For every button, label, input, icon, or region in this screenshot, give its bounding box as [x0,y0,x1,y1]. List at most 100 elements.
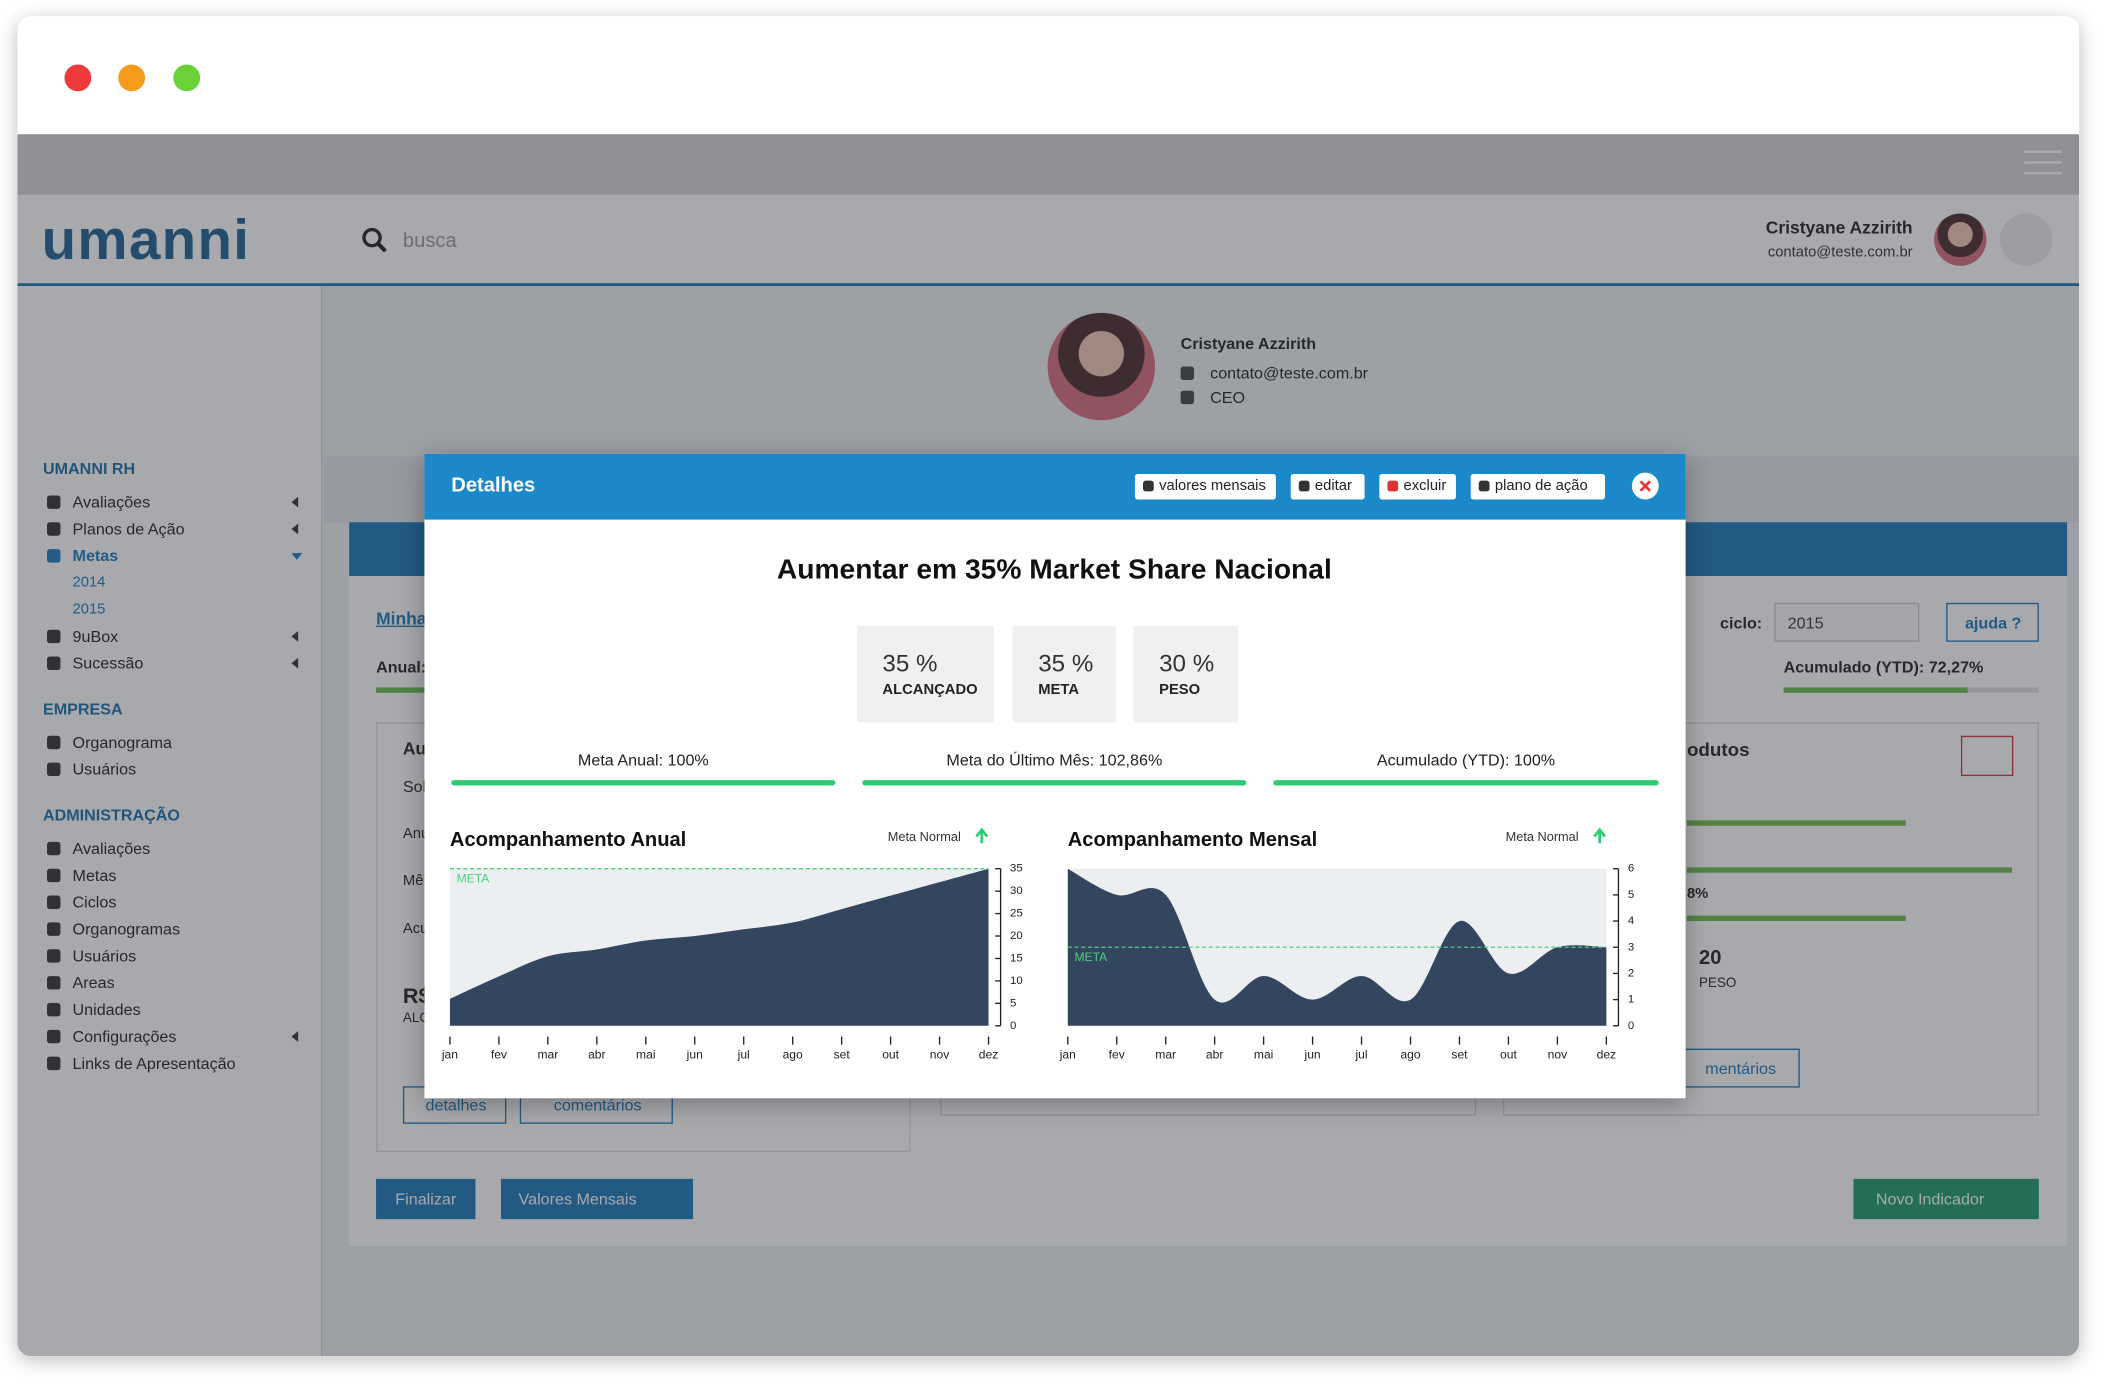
search-handle [375,241,387,253]
progress [1783,687,1968,693]
icon [47,762,61,777]
button-label: plano de ação [1494,477,1588,495]
profile-role: CEO [1210,388,1246,407]
top-bar [17,134,2080,195]
sidebar: UMANNI RH Avaliações Planos de Ação Metas 20… [17,285,323,1357]
nav-item[interactable]: Organograma [72,733,172,752]
menu-line[interactable] [2024,171,2062,175]
x-tick-label: out [882,1048,899,1062]
modal-action[interactable]: plano de ação [1470,473,1606,500]
action-button[interactable]: Valores Mensais [500,1178,694,1220]
menu-line[interactable] [2024,150,2062,154]
x-tick-label: set [1451,1048,1468,1062]
nav-item[interactable]: Organogramas [72,919,181,939]
button-label: mentários [1705,1059,1777,1079]
select-value: 2015 [1787,613,1824,633]
x-tick-label: mar [1155,1048,1176,1062]
x-tick-label: jan [441,1048,458,1062]
chart-title: Acompanhamento Mensal [1068,829,1317,851]
x-tick-label: mar [537,1048,558,1062]
modal-action[interactable]: valores mensais [1134,473,1276,500]
nav-item[interactable]: Unidades [72,1000,141,1020]
legend-label: Meta Normal [1506,829,1579,844]
card-value: 20 [1699,946,1722,970]
button-label: comentários [553,1095,642,1115]
nav-item[interactable]: Avaliações [72,839,151,858]
x-tick-label: nov [930,1048,949,1062]
nav-item[interactable]: Usuários [72,759,137,779]
y-tick-label: 10 [1010,975,1023,987]
nav-item[interactable]: Configurações [72,1027,177,1046]
icon [47,841,61,856]
nav-item[interactable]: Planos de Ação [72,519,185,539]
x-tick-label: jan [1059,1048,1076,1062]
action-button[interactable]: Finalizar [376,1178,476,1220]
icon [47,656,61,670]
x-tick-label: set [834,1048,851,1062]
y-tick-label: 0 [1010,1020,1016,1032]
chart: Acompanhamento Anual Meta Normal META 0 5 10 1… [441,827,1023,1062]
action-button[interactable]: Novo Indicador [1853,1178,2039,1220]
nav-item[interactable]: Links de Apresentação [72,1053,236,1073]
nav-item[interactable]: Sucessão [72,653,144,673]
nav-item[interactable]: Metas [72,546,119,566]
nav-item[interactable]: Ciclos [72,892,117,912]
stat-box: 30 % PESO [1133,625,1239,723]
y-tick-label: 2 [1628,967,1634,979]
nav-subitem[interactable]: 2015 [72,601,106,618]
tab-link[interactable]: Minha [376,608,427,629]
button-label: editar [1314,477,1352,495]
modal-action[interactable]: editar [1290,473,1365,500]
y-tick-label: 30 [1010,885,1023,897]
y-tick-label: 0 [1628,1020,1634,1032]
caret [291,523,299,535]
icon [1298,480,1310,492]
card-title: odutos [1686,738,1750,760]
user-avatar[interactable] [1934,213,1987,266]
section-title: ADMINISTRAÇÃO [42,805,180,825]
caret [291,1031,299,1042]
delete-button[interactable] [1960,735,2014,777]
modal-heading: Aumentar em 35% Market Share Nacional [776,554,1332,586]
x-tick-label: dez [1597,1048,1616,1062]
stat-box: 35 % ALCANÇADO [856,625,994,723]
y-tick-label: 20 [1010,930,1023,942]
nav-item[interactable]: Metas [72,866,117,885]
card-text: Acu [402,921,429,938]
search-input[interactable]: busca [402,229,457,253]
nav-item[interactable]: 9uBox [72,627,119,646]
menu-line[interactable] [2024,161,2062,164]
stat-label: PESO [1159,682,1201,699]
caret [291,553,303,560]
modal-close[interactable] [1631,472,1659,500]
modal-action[interactable]: excluir [1379,473,1456,500]
meta-label: META [1074,950,1108,964]
y-tick-label: 4 [1628,915,1635,927]
x-tick-label: jul [1354,1048,1367,1062]
button-label: excluir [1403,477,1447,495]
stat-value: 30 % [1159,649,1215,677]
icon [1180,390,1195,405]
icon [47,895,61,909]
logout-button[interactable] [1999,213,2053,266]
cycle-select[interactable]: 2015 [1774,602,1920,642]
x-tick-label: fev [1109,1048,1125,1062]
nav-item[interactable]: Areas [72,973,115,993]
icon [47,868,61,883]
x-tick-label: out [1500,1048,1517,1062]
icon [1387,480,1399,492]
button-label: Novo Indicador [1875,1189,1985,1209]
icon [47,495,61,509]
icon [1180,366,1195,380]
card-text: ALC [402,1011,430,1026]
x-tick-label: nov [1548,1048,1567,1062]
nav-item[interactable]: Usuários [72,946,137,966]
nav-item[interactable]: Avaliações [72,492,151,512]
help-button[interactable]: ajuda ? [1946,602,2039,642]
x-tick-label: ago [783,1048,803,1062]
x-tick-label: abr [1206,1048,1223,1062]
icon [47,949,61,963]
search-icon[interactable] [361,227,391,257]
y-tick-label: 5 [1628,889,1634,901]
nav-subitem[interactable]: 2014 [72,574,106,591]
